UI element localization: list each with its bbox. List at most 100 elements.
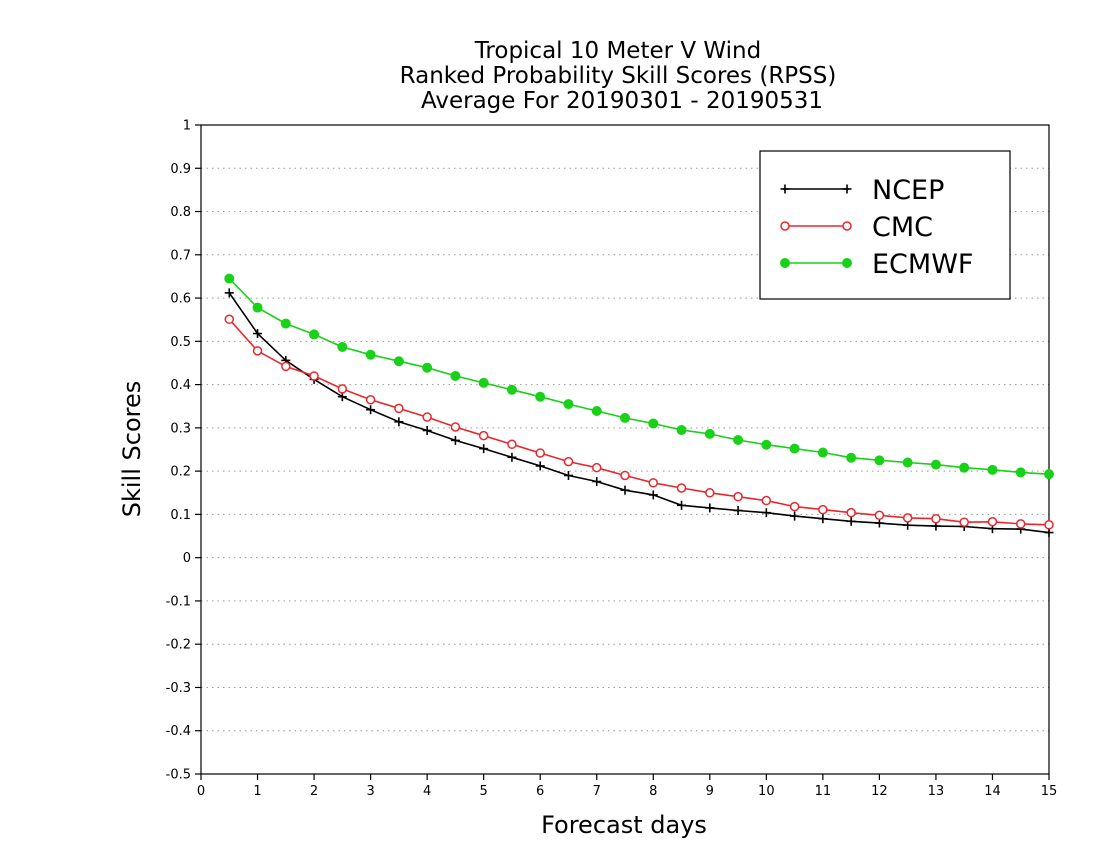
- data-point-cmc: [931, 513, 941, 524]
- data-point-cmc: [761, 495, 772, 506]
- x-tick-label: 1: [253, 784, 261, 799]
- x-tick-label: 11: [815, 784, 832, 799]
- data-point-ncep: [394, 417, 404, 427]
- y-tick-label: -0.4: [166, 724, 191, 739]
- x-tick-label: 3: [366, 784, 374, 799]
- data-point-cmc: [422, 412, 432, 422]
- data-point-cmc: [789, 501, 800, 512]
- legend-entry-ncep: NCEP: [780, 175, 944, 206]
- data-point-ncep: [677, 500, 687, 510]
- data-point-cmc: [365, 394, 376, 405]
- y-axis-label: Skill Scores: [118, 381, 146, 518]
- y-tick-label: 0.8: [170, 205, 191, 220]
- x-tick-label: 0: [197, 784, 205, 799]
- data-point-ecmwf: [1044, 469, 1054, 480]
- title-line-1: Tropical 10 Meter V Wind: [474, 38, 761, 64]
- data-point-ncep: [818, 514, 828, 524]
- axis-ticks: -0.5 -0.4 -0.3 -0.2 -0.1 0 0.1 0.2 0.3 0.4 0.5 0.6 0…: [166, 119, 1058, 800]
- legend-entry-ecmwf: ECMWF: [780, 249, 973, 280]
- x-tick-label: 4: [423, 784, 431, 799]
- x-tick-label: 14: [984, 784, 1001, 799]
- data-point-cmc: [987, 517, 998, 527]
- data-point-cmc: [676, 483, 687, 493]
- data-point-cmc: [705, 488, 715, 498]
- data-point-ecmwf: [422, 362, 433, 373]
- data-point-ncep: [563, 470, 573, 480]
- series-line-ecmwf: [228, 278, 1050, 475]
- y-tick-label: 0.9: [170, 162, 191, 177]
- data-point-ecmwf: [337, 341, 348, 352]
- data-point-ncep: [761, 508, 771, 518]
- y-tick-label: 0.7: [170, 248, 191, 263]
- data-point-cmc: [818, 504, 828, 515]
- legend-box: [759, 150, 1011, 300]
- data-series: [224, 273, 1054, 538]
- series-cmc: [224, 314, 1054, 530]
- data-point-cmc: [1015, 519, 1026, 529]
- data-point-ecmwf: [393, 356, 404, 367]
- data-point-ncep: [846, 516, 856, 526]
- data-point-ncep: [253, 329, 263, 339]
- data-point-ncep: [620, 485, 630, 495]
- data-point-ecmwf: [676, 425, 687, 436]
- data-point-cmc: [902, 513, 913, 523]
- data-point-ncep: [507, 452, 517, 462]
- data-point-ecmwf: [450, 370, 461, 381]
- x-tick-label: 9: [706, 784, 714, 799]
- data-point-ncep: [1044, 528, 1054, 538]
- data-point-ecmwf: [252, 302, 263, 313]
- data-point-cmc: [450, 422, 461, 432]
- data-point-cmc: [252, 346, 263, 356]
- data-point-ncep: [733, 506, 743, 516]
- y-tick-label: 0.2: [170, 465, 191, 480]
- legend-marker-ncep: [842, 184, 852, 194]
- chart-title: Tropical 10 Meter V Wind Ranked Probabil…: [400, 38, 837, 114]
- data-point-cmc: [507, 439, 517, 450]
- data-point-ecmwf: [563, 399, 574, 410]
- data-point-cmc: [309, 371, 319, 381]
- series-line-ncep: [228, 292, 1050, 534]
- data-point-ecmwf: [365, 349, 376, 360]
- data-point-ecmwf: [535, 391, 546, 402]
- x-tick-label: 10: [758, 784, 775, 799]
- data-point-cmc: [394, 403, 404, 414]
- x-tick-label: 2: [310, 784, 318, 799]
- data-point-ncep: [450, 435, 460, 445]
- data-point-ncep: [592, 477, 602, 487]
- x-tick-label: 8: [649, 784, 657, 799]
- legend-marker-ecmwf: [780, 258, 790, 268]
- data-point-cmc: [874, 510, 885, 521]
- data-point-ncep: [479, 444, 489, 454]
- y-tick-label: 0.5: [170, 335, 191, 350]
- data-point-ecmwf: [874, 455, 885, 466]
- data-point-cmc: [846, 507, 856, 518]
- legend-marker-ncep: [780, 184, 790, 194]
- legend: NCEP CMC ECMWF: [759, 150, 1011, 300]
- data-point-ecmwf: [280, 318, 291, 329]
- y-tick-label: -0.1: [166, 594, 191, 609]
- data-point-ecmwf: [846, 452, 857, 463]
- data-point-ncep: [874, 518, 884, 528]
- data-point-cmc: [1044, 520, 1054, 530]
- data-point-cmc: [733, 491, 743, 502]
- data-point-cmc: [535, 448, 545, 458]
- x-tick-label: 12: [871, 784, 888, 799]
- x-tick-label: 6: [536, 784, 544, 799]
- series-ecmwf: [224, 273, 1054, 480]
- y-tick-label: 0.1: [170, 508, 191, 523]
- data-point-ncep: [337, 392, 347, 402]
- data-point-ecmwf: [817, 447, 828, 458]
- x-tick-label: 5: [480, 784, 488, 799]
- x-axis-label: Forecast days: [541, 811, 707, 839]
- plot-frame: [200, 124, 1050, 775]
- data-point-ecmwf: [1015, 467, 1026, 478]
- series-ncep: [224, 288, 1054, 538]
- y-tick-label: 0.3: [170, 421, 191, 436]
- title-line-2: Ranked Probability Skill Scores (RPSS): [400, 63, 837, 89]
- data-point-ncep: [535, 461, 545, 471]
- data-point-ecmwf: [478, 377, 489, 388]
- data-point-ncep: [224, 288, 234, 298]
- data-point-ncep: [705, 503, 715, 513]
- data-point-ncep: [422, 425, 432, 435]
- data-point-ecmwf: [591, 405, 602, 416]
